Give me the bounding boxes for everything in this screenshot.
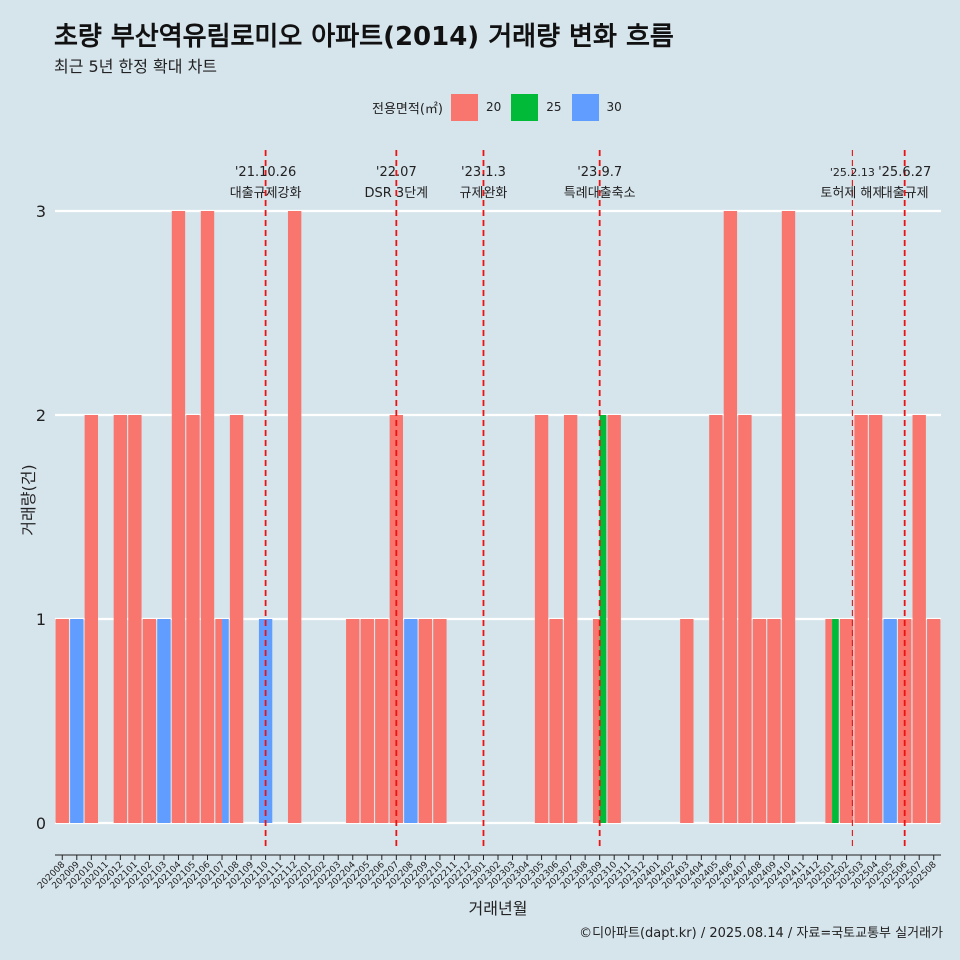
bar-202106-20	[200, 211, 215, 823]
bar-202107-30	[222, 619, 229, 823]
event-label: DSR 3단계	[365, 186, 429, 201]
x-axis: 2020082020092020102020112020122021012021…	[36, 854, 941, 891]
legend: 전용면적(㎡) 20 25 30	[372, 93, 632, 121]
event-date: '21.10.26	[235, 165, 296, 180]
legend-swatch-20	[450, 93, 478, 121]
bar-202104-20	[171, 211, 186, 823]
bar-202508-20	[927, 619, 941, 823]
y-tick-label: 2	[36, 406, 46, 425]
bar-202207-20	[389, 415, 404, 823]
bar-202210-20	[433, 619, 447, 823]
bar-202502-20	[839, 619, 854, 823]
y-tick-label: 1	[36, 610, 46, 629]
bar-202507-20	[912, 415, 926, 823]
bar-202102-20	[142, 619, 157, 823]
legend-swatch-25	[511, 93, 539, 121]
bar-202409-20	[767, 619, 781, 823]
y-tick-label: 0	[36, 814, 46, 833]
legend-label-25: 25	[546, 100, 562, 114]
event-label: 토허제 해제	[820, 186, 884, 201]
legend-title: 전용면적(㎡)	[372, 101, 443, 117]
bar-202408-20	[752, 619, 767, 823]
bar-202107-20	[215, 619, 223, 823]
legend-swatch-30	[571, 93, 599, 121]
event-date: '25.2.13	[830, 166, 875, 179]
bar-202501-25	[832, 619, 839, 823]
bar-202103-30	[157, 619, 171, 823]
bar-202012-20	[113, 415, 128, 823]
event-date: '23.1.3	[461, 165, 506, 180]
bar-202306-20	[549, 619, 563, 823]
bar-202112-20	[287, 211, 302, 823]
bar-202405-20	[709, 415, 723, 823]
y-axis-label: 거래량(건)	[19, 464, 38, 535]
bar-202010-20	[84, 415, 98, 823]
bar-202204-20	[346, 619, 360, 823]
bar-202209-20	[418, 619, 433, 823]
bar-202101-20	[128, 415, 142, 823]
event-label: 특례대출축소	[564, 186, 636, 201]
bar-202310-20	[607, 415, 621, 823]
caption: ©디아파트(dapt.kr) / 2025.08.14 / 자료=국토교통부 실…	[579, 926, 943, 941]
bar-202504-20	[868, 415, 883, 823]
bar-202309-20	[592, 619, 600, 823]
legend-label-20: 20	[485, 100, 502, 114]
y-tick-label: 3	[36, 202, 46, 221]
y-axis: 0 1 2 3	[36, 202, 46, 833]
chart-title: 초량 부산역유림로미오 아파트(2014) 거래량 변화 흐름	[54, 22, 674, 52]
event-date: '23.9.7	[577, 165, 622, 180]
bar-202307-20	[563, 415, 578, 823]
event-label: 대출규제	[881, 186, 929, 201]
bar-202406-20	[723, 211, 738, 823]
bar-202410-20	[781, 211, 796, 823]
bar-202009-30	[70, 619, 84, 823]
bars	[55, 211, 941, 823]
bar-202108-20	[229, 415, 244, 823]
event-lines: '21.10.26 대출규제강화 '22.07 DSR 3단계 '23.1.3 규제완화 '…	[230, 150, 931, 850]
bar-202305-20	[534, 415, 549, 823]
legend-label-30: 30	[606, 100, 622, 114]
bar-202505-30	[883, 619, 897, 823]
event-label: 대출규제강화	[230, 186, 302, 201]
event-date: '22.07	[376, 165, 417, 180]
event-label: 규제완화	[460, 186, 508, 201]
chart-subtitle: 최근 5년 한정 확대 차트	[54, 57, 218, 76]
bar-202503-20	[854, 415, 868, 823]
bar-202105-20	[186, 415, 200, 823]
bar-202403-20	[680, 619, 694, 823]
event-date: '25.6.27	[878, 165, 931, 180]
bar-202208-30	[404, 619, 418, 823]
bar-202407-20	[738, 415, 752, 823]
x-axis-label: 거래년월	[469, 899, 528, 918]
bar-202008-20	[55, 619, 69, 823]
bar-202501-20	[825, 619, 833, 823]
bar-202205-20	[360, 619, 374, 823]
bar-202206-20	[375, 619, 389, 823]
bar-202309-25	[599, 415, 607, 823]
